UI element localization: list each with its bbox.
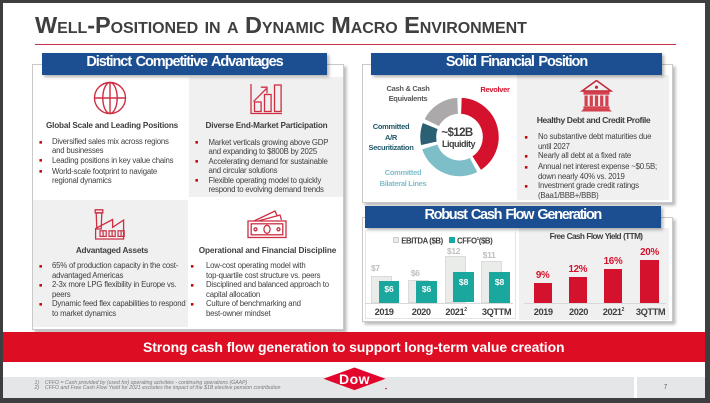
svg-text:Dow: Dow <box>338 370 369 386</box>
